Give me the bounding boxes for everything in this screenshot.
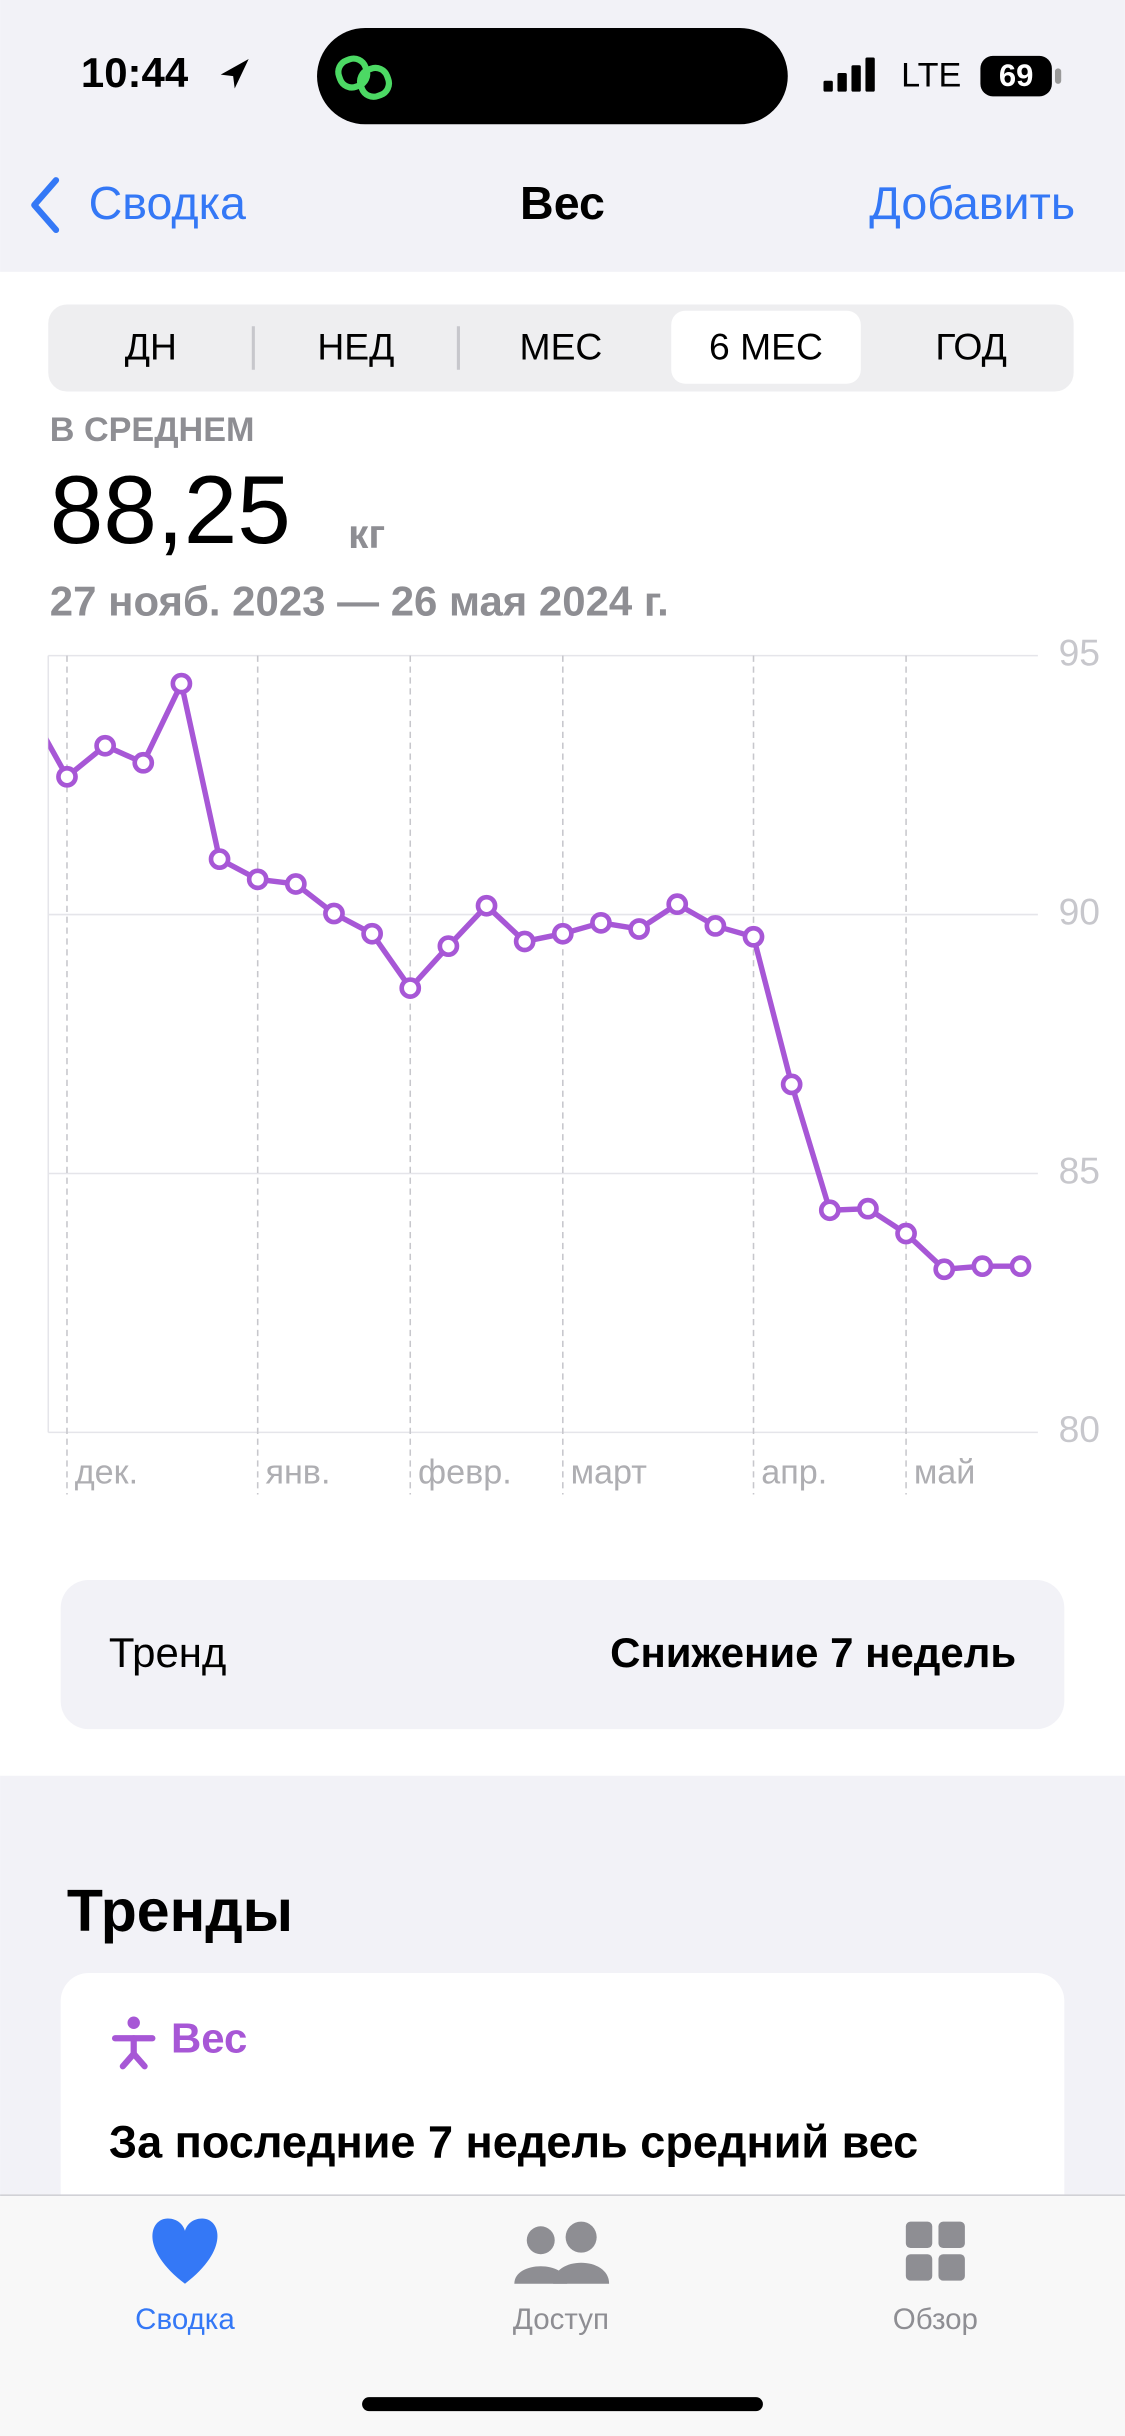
point [437,935,460,957]
back-chevron[interactable] [31,177,60,234]
x-tick-label: апр. [761,1453,827,1491]
point [94,734,117,757]
point [780,1073,803,1096]
point [628,918,650,940]
y-tick-label: 95 [1059,631,1100,673]
summary-value: 88,25 [50,457,291,564]
person-icon [111,2016,156,2070]
signal-icon [823,57,875,92]
point [56,765,78,788]
tab-label[interactable]: Сводка [135,2303,235,2336]
tab-icon-summary[interactable] [152,2218,218,2284]
tab-label[interactable]: Доступ [513,2303,609,2336]
point [246,868,269,891]
battery-tip [1054,68,1062,84]
x-tick-label: май [914,1453,976,1491]
x-tick-label: февр. [418,1453,512,1491]
point [475,894,498,917]
trend-label: Тренд [109,1629,227,1676]
chart: 80 85 90 95 дек. янв. февр. март апр. май [47,631,1100,1495]
card-title: Вес [171,2014,247,2061]
content-bg [0,271,1125,1776]
status-time: 10:44 [81,49,189,96]
segment-selected [671,310,861,384]
island-icon [335,55,393,100]
battery-level: 69 [999,58,1034,93]
point [513,930,536,953]
series [48,672,1032,1281]
y-tick-label: 85 [1059,1149,1100,1191]
segment-item[interactable]: ДН [125,325,177,367]
summary-unit: кг [348,511,385,557]
trend-value: Снижение 7 недель [610,1629,1016,1676]
y-tick-label: 80 [1059,1408,1100,1450]
segment-item[interactable]: 6 МЕС [709,325,823,367]
tab-label[interactable]: Обзор [893,2303,978,2336]
point [742,925,765,948]
summary-range: 27 нояб. 2023 — 26 мая 2024 г. [50,577,669,624]
x-tick-label: март [571,1453,648,1491]
x-tick-label: янв. [265,1453,330,1491]
add-button[interactable]: Добавить [869,177,1075,229]
point [132,751,155,774]
back-button[interactable]: Сводка [89,177,246,229]
point [399,977,422,999]
x-tick-label: дек. [75,1453,138,1491]
y-tick-label: 90 [1059,890,1100,932]
trend-row[interactable] [60,1579,1065,1730]
point [284,873,307,895]
card-text: За последние 7 недель средний вес [109,2116,918,2167]
home-indicator [362,2397,763,2412]
dynamic-island [317,27,788,125]
point [1009,1255,1032,1278]
nav-title: Вес [520,177,605,229]
segment-item[interactable]: НЕД [317,325,394,367]
point [895,1222,917,1245]
point [933,1258,956,1281]
segment-item[interactable]: МЕС [520,325,603,367]
point [971,1255,994,1278]
battery [980,55,1052,97]
point [818,1199,841,1222]
point [857,1197,879,1220]
segment-item[interactable]: ГОД [935,325,1007,367]
point [361,922,383,945]
network-label: LTE [901,57,961,95]
tab-icon-browse[interactable] [905,2221,965,2281]
point [704,915,727,937]
point [170,672,193,695]
section-title: Тренды [67,1878,293,1944]
point [208,848,231,870]
location-icon [220,59,249,89]
point [590,911,612,934]
point [551,922,574,945]
tab-icon-sharing[interactable] [514,2221,610,2284]
summary-label: В СРЕДНЕМ [50,411,255,449]
point [666,893,689,916]
point [323,902,345,925]
